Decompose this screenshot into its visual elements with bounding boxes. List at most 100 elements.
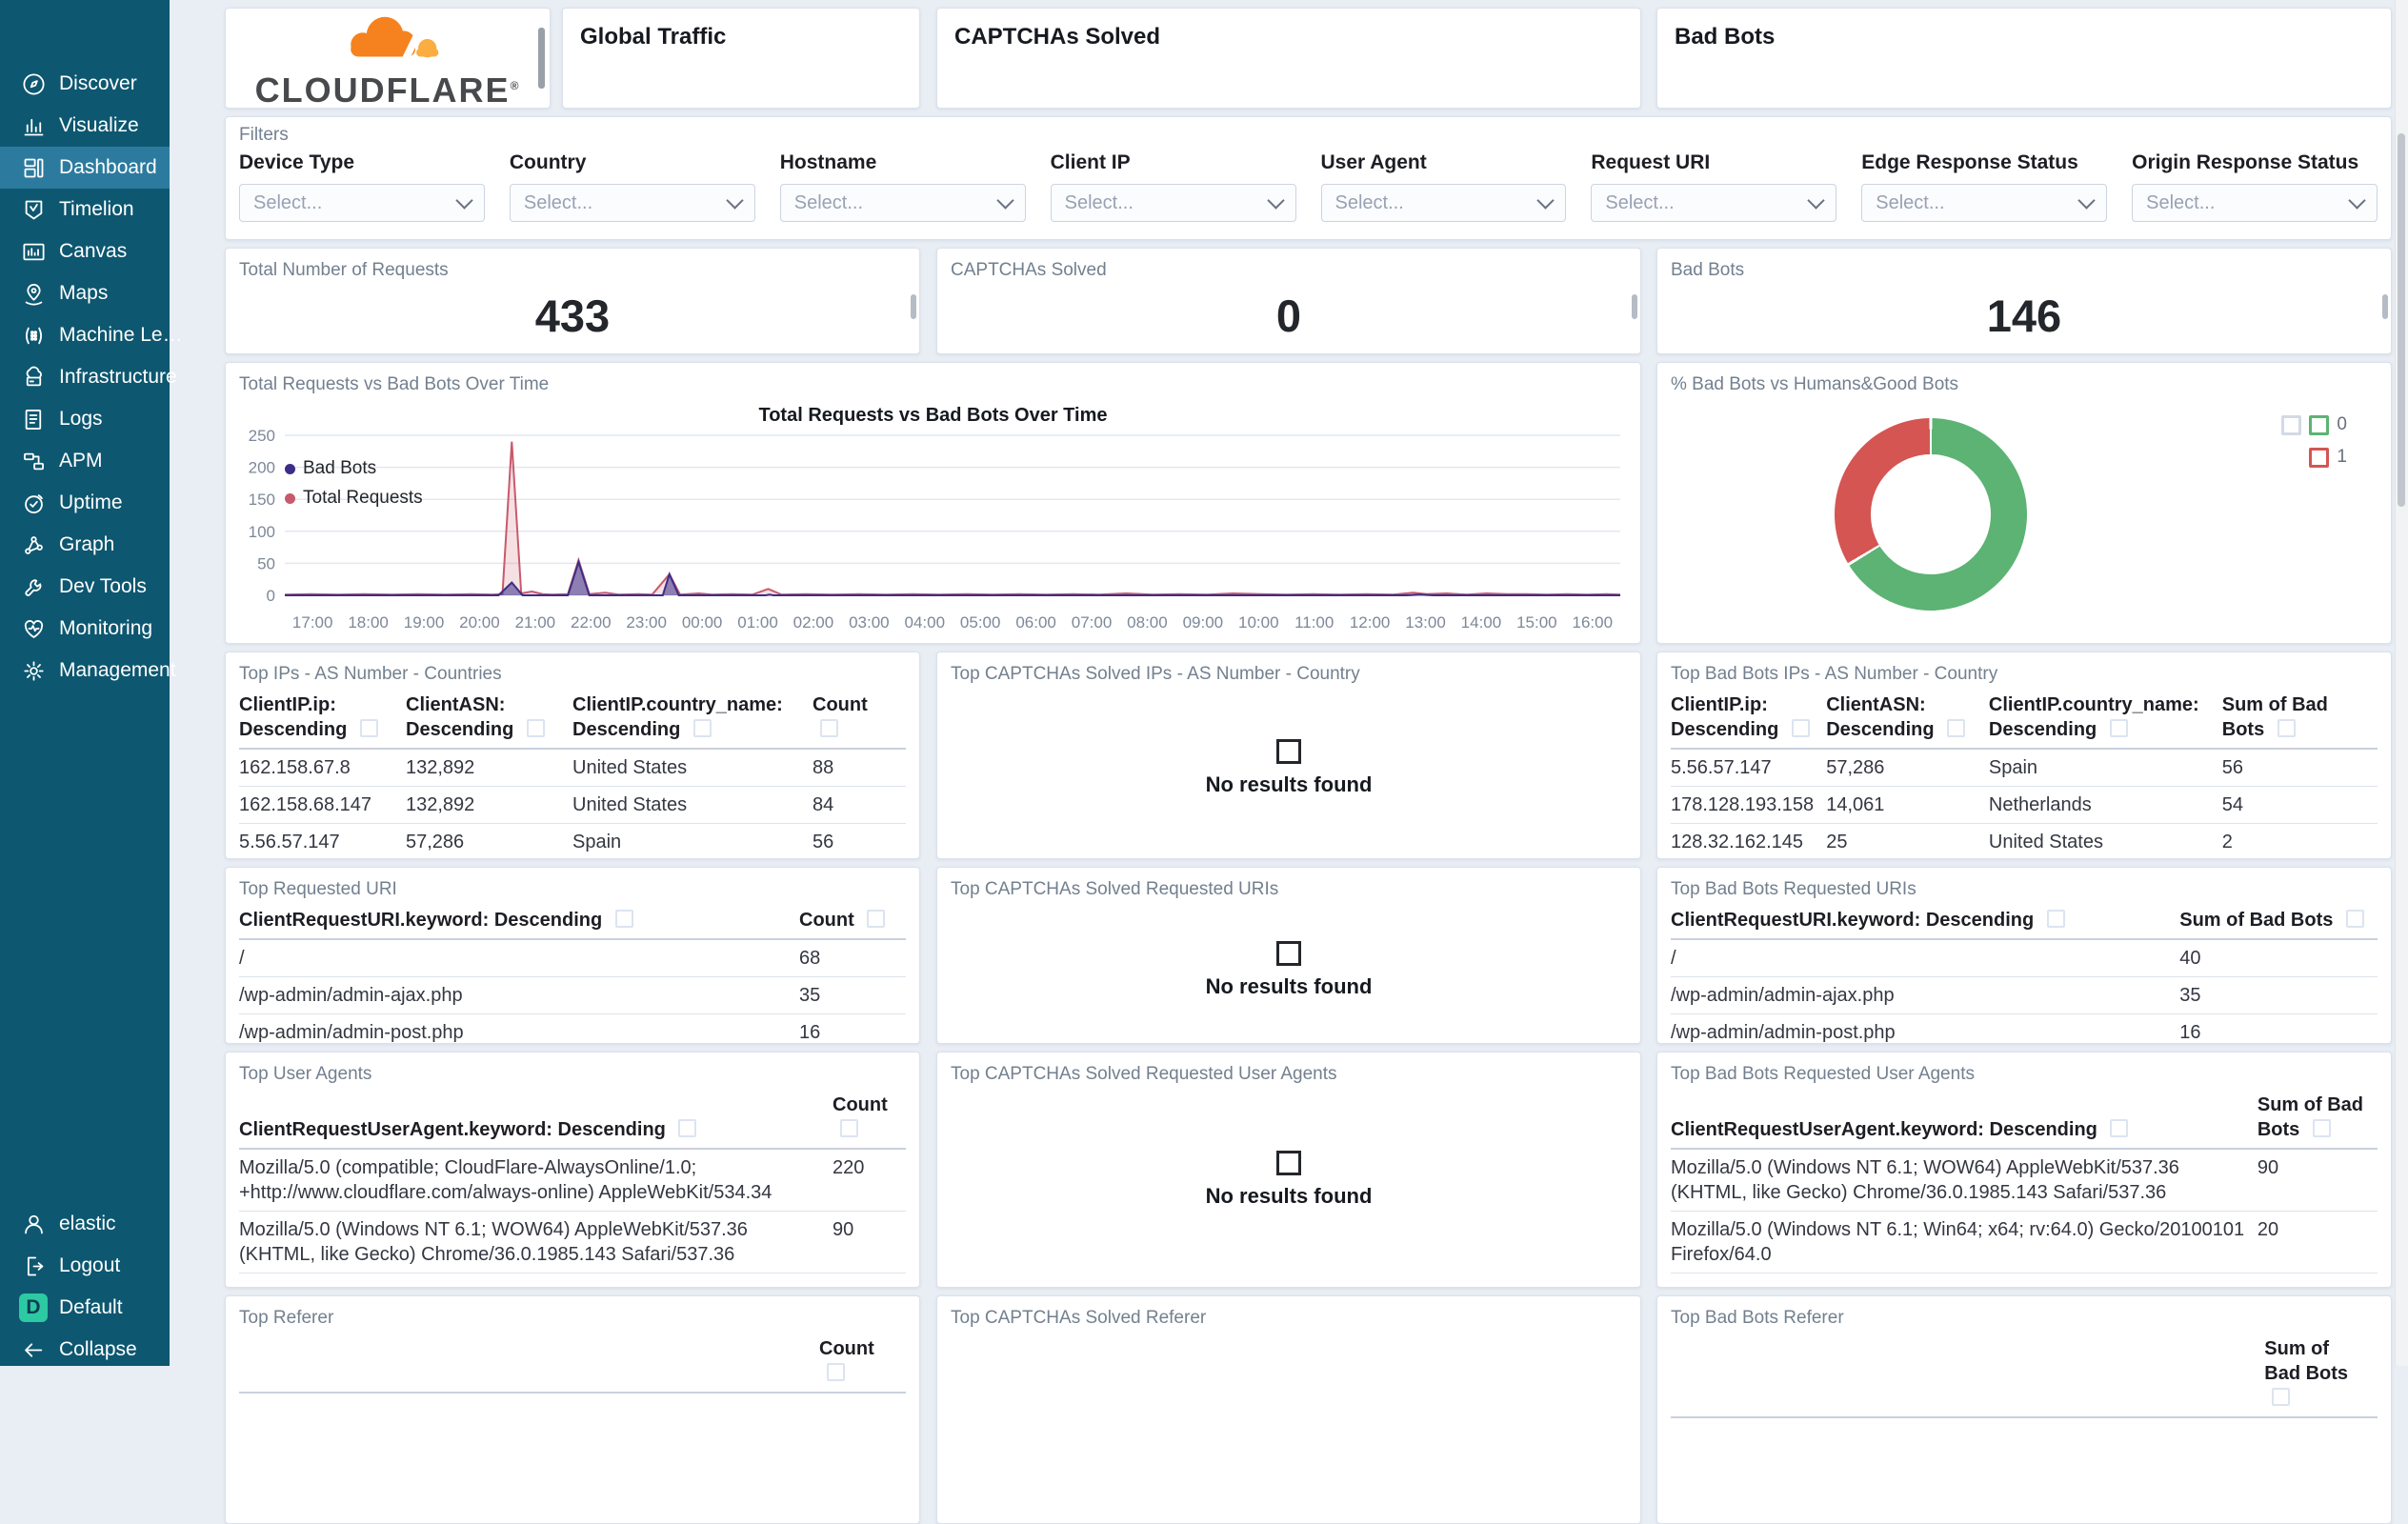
sidebar-item-infrastructure[interactable]: Infrastructure [0,356,177,398]
legend-filter-icon[interactable] [2281,414,2302,435]
legend-item-bad-bots[interactable]: Bad Bots [285,458,423,479]
user-agent-select[interactable]: Select... [1320,184,1567,222]
sidebar-item-discover[interactable]: Discover [0,63,170,105]
table-row[interactable]: /wp-admin/admin-post.php 16 [239,1014,906,1043]
table-row[interactable]: /wp-admin/admin-post.php 16 [1671,1014,2378,1043]
edge-response-status-select[interactable]: Select... [1861,184,2108,222]
column-header[interactable]: ClientASN: Descending [1826,692,1989,742]
column-header[interactable]: ClientIP.ip: Descending [1671,692,1826,742]
legend-item-0[interactable]: 0 [2281,414,2347,435]
sidebar-item-machine-learning[interactable]: Machine Le… [0,314,183,356]
table-header-row: ClientRequestURI.keyword: Descending Sum… [1671,908,2378,940]
column-header[interactable]: Sum of Bad Bots [2179,908,2378,932]
chevron-down-icon [726,191,744,210]
column-header[interactable]: Count [833,1093,906,1142]
table-header-row: Sum of Bad Bots [1671,1336,2378,1418]
sidebar-item-collapse[interactable]: Collapse [0,1329,170,1371]
table-row[interactable]: 162.158.67.8 132,892 United States 88 [239,750,906,787]
column-header[interactable]: Sum of Bad Bots [2221,694,2328,740]
request-uri-select[interactable]: Select... [1591,184,1837,222]
table-row[interactable]: /wp-admin/admin-ajax.php 35 [1671,977,2378,1014]
sidebar-item-user[interactable]: elastic [0,1203,170,1245]
table-row[interactable]: 162.158.68.147 132,892 United States 84 [239,787,906,824]
donut-chart[interactable] [1835,418,2027,611]
legend-item-1[interactable]: 1 [2309,447,2347,468]
sidebar-item-apm[interactable]: APM [0,440,170,482]
column-header[interactable]: ClientRequestURI.keyword: Descending [1671,908,2179,932]
sidebar-item-dev-tools[interactable]: Dev Tools [0,566,170,608]
panel-scrollbar[interactable] [2382,294,2388,319]
column-header[interactable]: ClientRequestUserAgent.keyword: Descendi… [239,1117,833,1142]
column-header[interactable]: Sum of Bad Bots [2264,1336,2378,1411]
sidebar-item-management[interactable]: Management [0,650,176,692]
column-header[interactable]: ClientIP.country_name: Descending [572,694,783,740]
sidebar-item-canvas[interactable]: Canvas [0,231,170,272]
table-cell: United States [572,794,688,815]
metric-value: 433 [534,291,611,341]
column-header[interactable]: ClientIP.country_name: Descending [1988,694,2199,740]
table-cell: 5.56.57.147 [1671,757,1772,778]
empty-box-icon [1276,941,1301,967]
section-title: Bad Bots [1675,24,1776,50]
top-referer-table: Count [239,1336,906,1394]
sidebar-item-label: Dev Tools [59,575,147,597]
table-row[interactable]: / 68 [239,940,906,977]
table-row[interactable]: Mozilla/5.0 (Windows NT 6.1; WOW64) Appl… [1671,1150,2378,1212]
client-ip-select[interactable]: Select... [1050,184,1296,222]
table-row[interactable]: 5.56.57.147 57,286 Spain 56 [1671,750,2378,787]
svg-text:04:00: 04:00 [905,613,946,632]
sidebar-item-uptime[interactable]: Uptime [0,482,170,524]
sidebar-item-monitoring[interactable]: Monitoring [0,608,170,650]
maps-icon [19,279,48,308]
table-row[interactable]: 5.56.57.147 57,286 Spain 56 [239,824,906,858]
panel-scrollbar[interactable] [538,28,545,89]
sidebar-item-dashboard[interactable]: Dashboard [0,147,170,189]
legend-item-total-requests[interactable]: Total Requests [285,488,423,509]
hostname-select[interactable]: Select... [779,184,1026,222]
column-header[interactable]: ClientRequestUserAgent.keyword: Descendi… [1671,1117,2258,1142]
filter-label: Client IP [1050,151,1131,173]
column-header[interactable]: ClientASN: Descending [406,692,572,742]
column-header[interactable]: Count [799,908,906,932]
svg-text:06:00: 06:00 [1015,613,1056,632]
column-header[interactable]: ClientIP.ip: Descending [239,692,406,742]
table-cell: / [1671,948,1676,969]
table-row[interactable]: 178.128.193.158 14,061 Netherlands 54 [1671,787,2378,824]
table-row[interactable]: Mozilla/5.0 (Windows NT 6.1; WOW64) Appl… [239,1212,906,1273]
column-header[interactable]: ClientRequestURI.keyword: Descending [239,908,799,932]
column-header[interactable]: Sum of Bad Bots [2257,1094,2363,1140]
sort-box-icon [359,719,378,737]
sidebar-item-visualize[interactable]: Visualize [0,105,170,147]
table-row[interactable]: /wp-admin/admin-ajax.php 35 [239,977,906,1014]
page-scrollbar[interactable] [2395,0,2408,1366]
table-row[interactable]: 128.32.162.145 25 United States 2 [1671,824,2378,858]
scrollbar-thumb[interactable] [2398,133,2405,507]
sidebar-item-logout[interactable]: Logout [0,1245,170,1287]
empty-box-icon [1276,738,1301,764]
table-row[interactable]: Mozilla/5.0 (Windows NT 6.1; Win64; x64;… [1671,1212,2378,1273]
sidebar-item-timelion[interactable]: Timelion [0,189,170,231]
sidebar-item-graph[interactable]: Graph [0,524,170,566]
time-series-chart[interactable]: 0 50 100 150 200 250 17:00 18:00 19:00 20:00 21:00… [237,426,1628,635]
svg-text:250: 250 [249,427,275,445]
sidebar-item-maps[interactable]: Maps [0,272,170,314]
empty-state: No results found [937,738,1640,797]
badbots-vs-humans-pie-panel: % Bad Bots vs Humans&Good Bots 0 1 [1656,362,2392,644]
sort-box-icon [2277,719,2296,737]
table-row[interactable]: / 40 [1671,940,2378,977]
panel-scrollbar[interactable] [911,294,916,319]
table-cell: 16 [799,1022,821,1043]
legend-square-icon [2309,414,2330,435]
origin-response-status-select[interactable]: Select... [2132,184,2378,222]
table-row[interactable]: Mozilla/5.0 (compatible; CloudFlare-Alwa… [239,1150,906,1212]
sort-box-icon [2272,1388,2291,1406]
sidebar-item-label: Logout [59,1254,121,1276]
column-header[interactable]: Count [819,1336,906,1386]
select-placeholder: Select... [793,191,864,213]
sidebar-item-logs[interactable]: Logs [0,398,170,440]
panel-scrollbar[interactable] [1632,294,1637,319]
country-select[interactable]: Select... [509,184,755,222]
device-type-select[interactable]: Select... [239,184,485,222]
column-header[interactable]: Count [813,692,906,742]
sidebar-item-default-space[interactable]: D Default [0,1287,170,1329]
